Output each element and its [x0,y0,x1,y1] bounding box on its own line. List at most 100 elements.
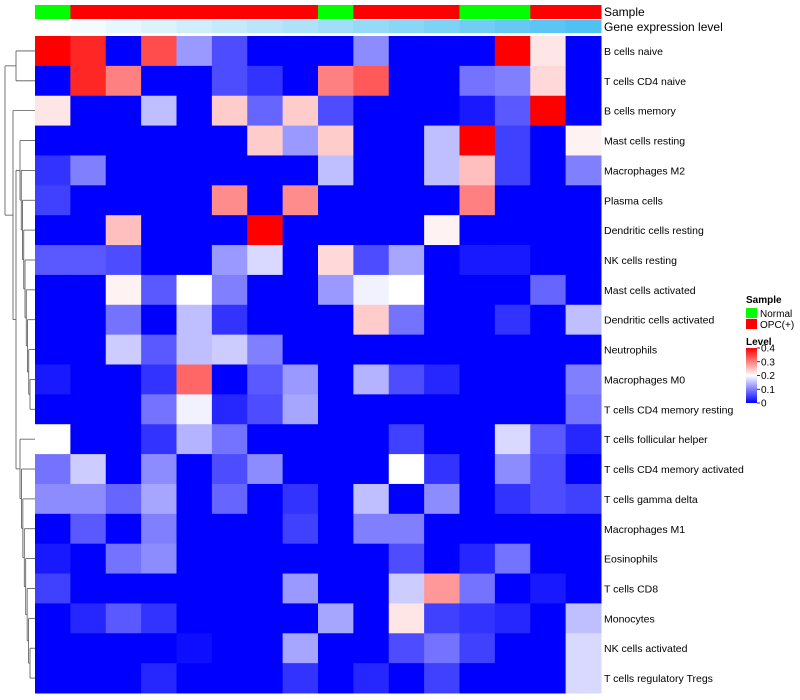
heatmap-cell [565,513,602,545]
heatmap-cell [211,483,248,515]
heatmap-cell [176,573,213,604]
heatmap-cell [211,95,248,127]
heatmap-cell [318,274,354,306]
expression-annotation-cell [141,20,177,33]
heatmap-cell [565,633,602,664]
row-label: T cells regulatory Tregs [604,673,713,685]
heatmap-cell [565,663,602,694]
heatmap-cell [70,95,107,127]
heatmap-cell [176,603,213,634]
level-tick-label: 0.2 [761,371,775,382]
heatmap-cell [459,663,496,694]
heatmap-cell [494,424,531,455]
sample-annotation-cell [459,5,496,19]
heatmap-cell [565,304,602,336]
expression-annotation-cell [530,20,567,33]
heatmap-cell [388,125,425,156]
heatmap-cell [105,603,142,634]
sample-annotation-cell [35,5,71,19]
level-ticks: 0.4 0.3 0.2 0.1 0 [757,344,775,410]
heatmap-cell [176,185,213,216]
expression-annotation-cell [353,20,390,33]
heatmap-cell [70,633,107,664]
heatmap-cell [141,304,177,336]
heatmap-cell [565,215,602,246]
heatmap-cell [211,424,248,455]
heatmap-cell [282,633,319,664]
heatmap-cell [459,65,496,97]
heatmap-cell [318,603,354,634]
heatmap-cell [494,65,531,97]
heatmap-cell [211,663,248,694]
row-label: B cells naive [604,46,663,58]
heatmap-cell [565,483,602,515]
heatmap-cell [176,304,213,336]
heatmap-cell [176,334,213,365]
legend: Sample Normal OPC(+) Level 0.4 0.3 0.2 0.1 0 [746,295,794,410]
sample-annotation-cell [565,5,602,19]
heatmap-cell [141,36,177,67]
heatmap-cell [494,543,531,575]
legend-label-normal: Normal [760,309,792,320]
heatmap-cell [70,274,107,306]
heatmap-cell [141,454,177,485]
heatmap-cell [35,633,71,664]
heatmap-cell [424,215,460,246]
heatmap-cell [388,95,425,127]
heatmap-cell [388,663,425,694]
heatmap-cell [318,454,354,485]
heatmap-cell [494,155,531,186]
heatmap-cell [494,573,531,604]
heatmap-cell [424,304,460,336]
row-label: NK cells resting [604,255,677,267]
heatmap-cell [565,95,602,127]
heatmap-cell [105,65,142,97]
heatmap-cell [247,245,284,276]
heatmap-cell [282,155,319,186]
heatmap-cell [282,603,319,634]
heatmap-cell [424,513,460,545]
heatmap-cell [105,245,142,276]
heatmap-cell [459,424,496,455]
heatmap-cell [565,65,602,97]
heatmap-cell [211,125,248,156]
heatmap-cell [388,334,425,365]
heatmap-cell [459,95,496,127]
row-label: T cells gamma delta [604,494,698,506]
heatmap-cell [141,633,177,664]
heatmap-cell [282,663,319,694]
heatmap-cell [388,274,425,306]
expression-annotation-cell [424,20,460,33]
heatmap-cell [211,543,248,575]
heatmap-cell [105,513,142,545]
heatmap-cell [459,454,496,485]
heatmap-cell [282,215,319,246]
heatmap-cell [565,125,602,156]
heatmap-cell [70,454,107,485]
heatmap-cell [105,364,142,395]
heatmap-cell [247,573,284,604]
expression-annotation-cell [35,20,71,33]
heatmap-cell [141,364,177,395]
sample-annotation-cell [105,5,142,19]
heatmap-cell [282,424,319,455]
heatmap-cell [70,513,107,545]
heatmap-cell [247,394,284,425]
heatmap-cell [247,364,284,395]
row-label: Mast cells activated [604,285,696,297]
expression-annotation-cell [211,20,248,33]
heatmap-cell [35,304,71,336]
heatmap-cell [565,155,602,186]
heatmap-cell [388,185,425,216]
heatmap-cell [105,304,142,336]
heatmap-cell [176,633,213,664]
heatmap-cell [530,513,567,545]
heatmap-cell [388,394,425,425]
heatmap-cell [211,513,248,545]
expression-annotation-cell [565,20,602,33]
legend-swatch-opc [746,319,757,329]
heatmap-cell [141,215,177,246]
heatmap-cell [494,95,531,127]
heatmap-cell [388,304,425,336]
heatmap-cell [282,543,319,575]
